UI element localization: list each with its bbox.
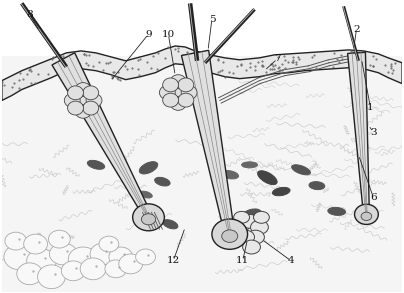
Ellipse shape [67, 86, 84, 100]
Ellipse shape [99, 236, 119, 252]
Ellipse shape [237, 230, 255, 244]
Ellipse shape [328, 207, 345, 215]
Ellipse shape [90, 243, 116, 265]
Ellipse shape [80, 258, 106, 280]
Ellipse shape [75, 104, 91, 118]
Ellipse shape [178, 93, 194, 107]
Ellipse shape [67, 101, 84, 115]
Ellipse shape [246, 230, 264, 244]
Ellipse shape [64, 93, 80, 107]
Ellipse shape [170, 96, 186, 110]
Text: 3: 3 [370, 128, 377, 137]
Ellipse shape [231, 220, 248, 234]
Ellipse shape [86, 93, 102, 107]
Polygon shape [342, 6, 360, 61]
Ellipse shape [141, 214, 156, 225]
Polygon shape [204, 8, 256, 64]
Ellipse shape [5, 232, 27, 250]
Polygon shape [188, 3, 199, 61]
Polygon shape [181, 50, 235, 235]
Ellipse shape [24, 234, 48, 254]
Ellipse shape [4, 244, 36, 270]
Ellipse shape [136, 249, 156, 265]
Ellipse shape [61, 261, 85, 281]
Text: 2: 2 [353, 25, 360, 34]
Text: 9: 9 [145, 30, 152, 39]
Text: 6: 6 [370, 193, 377, 202]
Ellipse shape [222, 230, 238, 242]
Ellipse shape [38, 265, 65, 289]
Ellipse shape [361, 212, 372, 221]
Ellipse shape [221, 171, 238, 179]
Ellipse shape [250, 220, 268, 234]
Ellipse shape [243, 240, 261, 254]
Ellipse shape [139, 191, 152, 198]
Ellipse shape [309, 182, 325, 190]
Ellipse shape [170, 86, 186, 99]
Ellipse shape [170, 75, 186, 88]
Polygon shape [2, 46, 402, 100]
Ellipse shape [292, 165, 310, 175]
Ellipse shape [68, 247, 98, 271]
Text: 1: 1 [367, 103, 374, 112]
Ellipse shape [163, 220, 178, 229]
Ellipse shape [75, 93, 91, 107]
Text: 12: 12 [166, 256, 180, 265]
Ellipse shape [119, 254, 143, 274]
Text: 10: 10 [162, 30, 175, 39]
Ellipse shape [133, 204, 164, 231]
Ellipse shape [160, 86, 175, 99]
Ellipse shape [181, 86, 197, 99]
Text: 11: 11 [236, 256, 249, 265]
Ellipse shape [258, 171, 277, 185]
Ellipse shape [155, 177, 170, 186]
Ellipse shape [241, 214, 259, 228]
Text: 7: 7 [274, 54, 281, 63]
Ellipse shape [242, 162, 257, 168]
Ellipse shape [253, 211, 269, 223]
Ellipse shape [178, 78, 194, 92]
Ellipse shape [17, 263, 42, 285]
Ellipse shape [49, 243, 77, 265]
Polygon shape [2, 56, 402, 292]
Ellipse shape [27, 249, 57, 273]
Ellipse shape [48, 230, 70, 248]
Ellipse shape [242, 209, 261, 220]
Ellipse shape [272, 187, 290, 196]
Ellipse shape [212, 219, 248, 249]
Text: 4: 4 [288, 256, 295, 265]
Ellipse shape [234, 211, 250, 223]
Ellipse shape [163, 78, 179, 92]
Ellipse shape [139, 162, 158, 174]
Text: 5: 5 [208, 15, 215, 24]
Ellipse shape [75, 83, 91, 96]
Polygon shape [52, 53, 152, 219]
Ellipse shape [109, 247, 133, 267]
Ellipse shape [163, 93, 179, 107]
Ellipse shape [105, 260, 127, 278]
Ellipse shape [87, 160, 105, 169]
Ellipse shape [355, 204, 378, 224]
Ellipse shape [83, 86, 99, 100]
Text: 8: 8 [26, 10, 33, 19]
Ellipse shape [83, 101, 99, 115]
Polygon shape [20, 2, 68, 68]
Polygon shape [347, 52, 369, 214]
